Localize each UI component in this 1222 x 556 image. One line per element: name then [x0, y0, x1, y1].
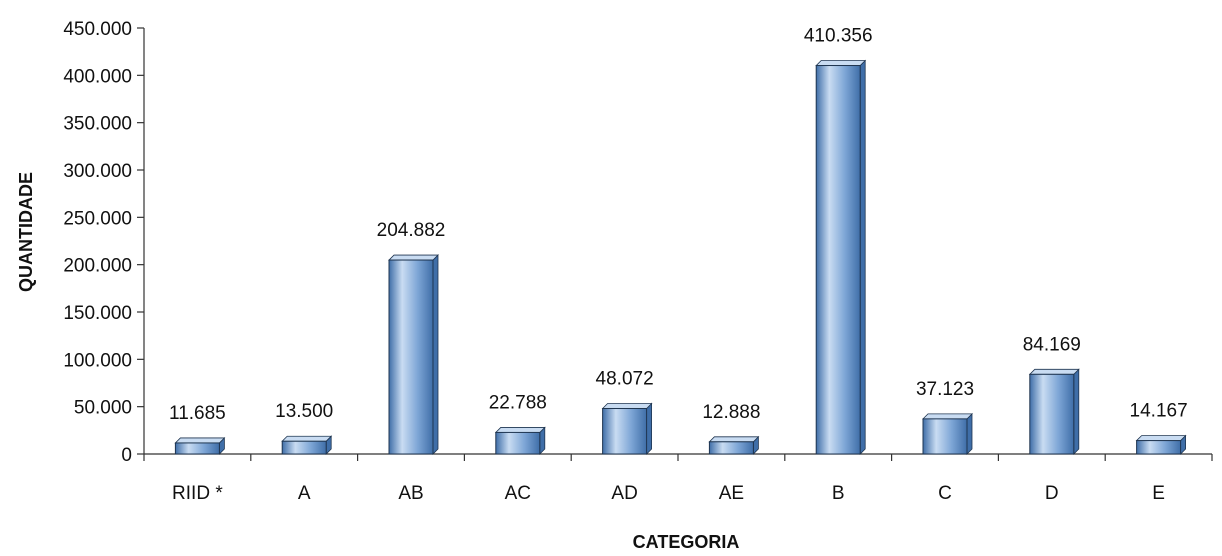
data-label: 84.169 — [1023, 334, 1081, 355]
bar — [388, 259, 434, 455]
y-tick-label: 350.000 — [63, 114, 132, 135]
x-tick-label: RIID * — [172, 483, 223, 504]
data-labels: 11.685 13.500 204.882 22.788 48.072 12.888 410… — [169, 26, 1188, 424]
x-tick-label: C — [938, 483, 952, 504]
x-tick-label: AB — [398, 483, 423, 504]
x-tick-label: AD — [611, 483, 637, 504]
data-label: 14.167 — [1130, 401, 1188, 422]
bar-side — [1073, 368, 1080, 455]
y-tick-label: 250.000 — [63, 208, 132, 229]
bar-top — [601, 403, 653, 409]
y-tick-label: 0 — [121, 445, 132, 466]
x-tick-label: A — [298, 483, 311, 504]
y-tick-label: 300.000 — [63, 161, 132, 182]
data-label: 48.072 — [596, 368, 654, 389]
bar — [815, 65, 861, 455]
bar-side — [646, 402, 652, 455]
bar-side — [432, 254, 439, 455]
bars — [174, 59, 1187, 455]
y-tick-label: 450.000 — [63, 19, 132, 40]
y-tick-label: 100.000 — [63, 350, 132, 371]
y-tick-label: 50.000 — [74, 398, 132, 419]
x-tick-label: D — [1045, 483, 1059, 504]
y-axis-title: QUANTIDADE — [16, 172, 36, 292]
bar — [708, 441, 754, 455]
x-axis-title: CATEGORIA — [633, 532, 740, 552]
x-tick-label: E — [1152, 483, 1165, 504]
bar-top — [1135, 435, 1187, 441]
x-tick-label: B — [832, 483, 845, 504]
bar-top — [708, 436, 760, 443]
data-label: 13.500 — [275, 401, 333, 422]
bar — [922, 418, 968, 455]
y-axis: 0 50.000 100.000 150.000 200.000 250.000 300.0… — [63, 19, 145, 466]
bar-top — [388, 254, 439, 261]
bar-side — [966, 412, 973, 455]
data-label: 204.882 — [377, 220, 446, 241]
bar-top — [1028, 368, 1080, 375]
bar — [174, 442, 220, 455]
bar — [495, 431, 541, 455]
y-tick-label: 150.000 — [63, 303, 132, 324]
x-axis: RIID * A AB AC AD AE B C D E — [143, 453, 1213, 504]
bar — [602, 407, 648, 455]
bar — [1029, 373, 1075, 455]
bar-side — [859, 59, 866, 455]
y-tick-label: 200.000 — [63, 256, 132, 277]
bar-top — [174, 437, 226, 444]
bar-top — [281, 435, 333, 442]
data-label: 11.685 — [169, 403, 226, 424]
x-tick-label: AE — [719, 483, 744, 504]
data-label: 410.356 — [804, 26, 873, 47]
x-tick-label: AC — [505, 483, 531, 504]
y-tick-label: 400.000 — [63, 66, 132, 87]
bar — [1136, 440, 1182, 455]
bar-top — [922, 413, 973, 420]
bar-top — [494, 427, 546, 433]
data-label: 37.123 — [916, 379, 974, 400]
bar-top — [815, 60, 867, 66]
bar — [281, 440, 327, 455]
data-label: 12.888 — [702, 402, 760, 423]
data-label: 22.788 — [489, 392, 547, 413]
